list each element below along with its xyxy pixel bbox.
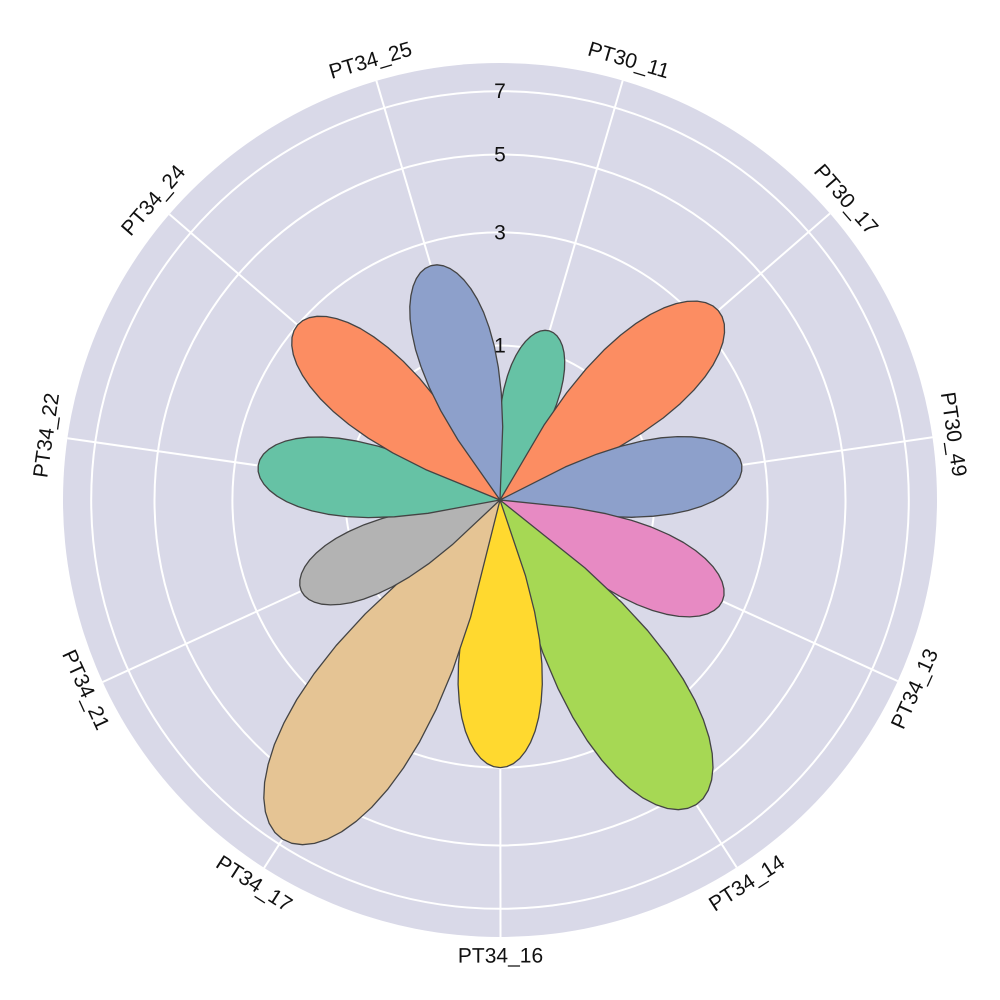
petal-pt30-49 xyxy=(499,435,743,518)
petal-pt34-17 xyxy=(263,499,501,846)
radial-tick-label: 3 xyxy=(494,221,506,244)
petal-pt34-21 xyxy=(299,499,501,606)
petal-pt34-24 xyxy=(291,315,501,501)
radial-tick-label: 5 xyxy=(494,144,506,167)
category-label: PT34_22 xyxy=(29,392,64,480)
petal-pt34-22 xyxy=(257,436,501,519)
petal-pt30-11 xyxy=(497,329,566,501)
petal-pt34-14 xyxy=(499,499,714,811)
radial-tick-label: 1 xyxy=(494,335,506,358)
petal-pt34-25 xyxy=(409,264,504,501)
radial-tick-label: 7 xyxy=(494,80,506,103)
category-label: PT30_49 xyxy=(936,391,971,479)
petal-pt30-17 xyxy=(499,300,726,501)
category-label: PT34_16 xyxy=(458,944,543,967)
petal-layer xyxy=(257,264,743,846)
radial-tick-layer: 1 3 5 7 xyxy=(494,80,506,357)
petal-pt34-13 xyxy=(499,499,725,618)
